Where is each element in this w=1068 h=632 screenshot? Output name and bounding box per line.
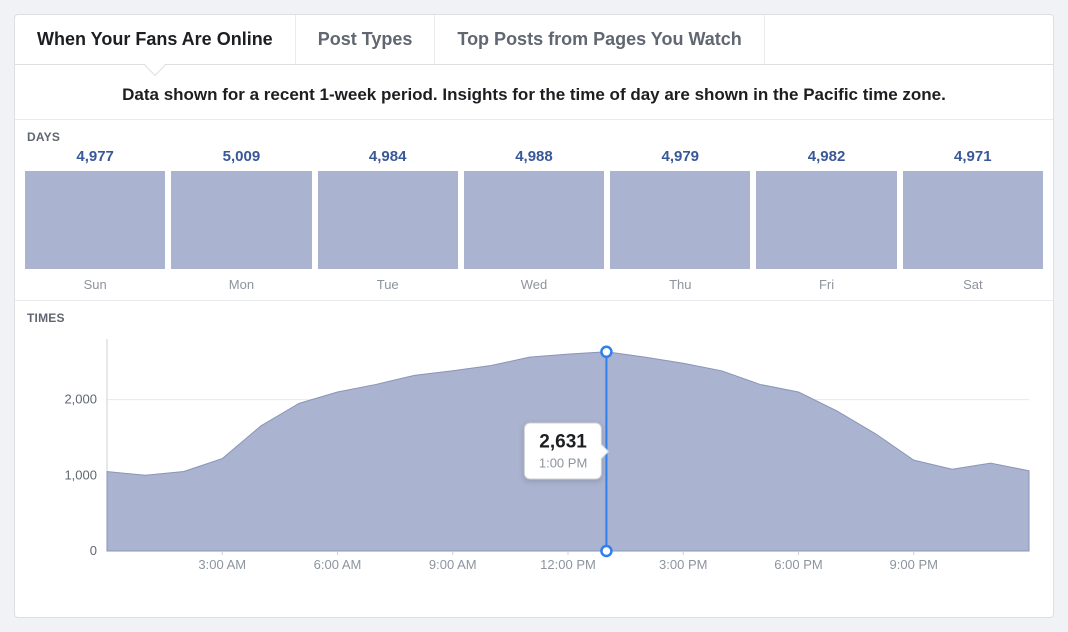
- day-column[interactable]: 5,009 Mon: [171, 148, 311, 292]
- svg-text:6:00 AM: 6:00 AM: [314, 557, 362, 572]
- day-name: Wed: [521, 277, 548, 292]
- day-value: 4,971: [954, 148, 992, 165]
- times-section: TIMES 0 1,000 2,000 3:00 AM 6:00 AM 9:00 AM 12…: [15, 301, 1053, 617]
- svg-text:3:00 AM: 3:00 AM: [198, 557, 246, 572]
- days-row: 4,977 Sun 5,009 Mon 4,984 Tue 4,988 Wed 4,979 Thu…: [15, 148, 1053, 300]
- day-column[interactable]: 4,984 Tue: [318, 148, 458, 292]
- day-value: 4,988: [515, 148, 553, 165]
- day-bar: [318, 171, 458, 269]
- day-column[interactable]: 4,988 Wed: [464, 148, 604, 292]
- insights-card: When Your Fans Are Online Post Types Top…: [14, 14, 1054, 618]
- tab-post-types[interactable]: Post Types: [296, 15, 436, 64]
- day-value: 4,984: [369, 148, 407, 165]
- day-column[interactable]: 4,971 Sat: [903, 148, 1043, 292]
- tab-label: Post Types: [318, 29, 413, 49]
- day-bar: [25, 171, 165, 269]
- day-bar: [756, 171, 896, 269]
- svg-text:9:00 PM: 9:00 PM: [890, 557, 938, 572]
- day-bar: [903, 171, 1043, 269]
- svg-text:9:00 AM: 9:00 AM: [429, 557, 477, 572]
- day-value: 4,979: [661, 148, 699, 165]
- tab-label: Top Posts from Pages You Watch: [457, 29, 741, 49]
- subtitle-text: Data shown for a recent 1-week period. I…: [15, 65, 1053, 120]
- svg-text:2,000: 2,000: [64, 392, 97, 407]
- day-column[interactable]: 4,977 Sun: [25, 148, 165, 292]
- times-label: TIMES: [15, 301, 1053, 329]
- day-value: 4,977: [76, 148, 114, 165]
- day-name: Mon: [229, 277, 254, 292]
- tabs: When Your Fans Are Online Post Types Top…: [15, 15, 1053, 65]
- day-name: Thu: [669, 277, 691, 292]
- svg-text:0: 0: [90, 543, 97, 558]
- day-bar: [610, 171, 750, 269]
- tab-top-posts[interactable]: Top Posts from Pages You Watch: [435, 15, 764, 64]
- day-bar: [171, 171, 311, 269]
- svg-text:12:00 PM: 12:00 PM: [540, 557, 596, 572]
- day-column[interactable]: 4,982 Fri: [756, 148, 896, 292]
- svg-text:6:00 PM: 6:00 PM: [774, 557, 822, 572]
- days-label: DAYS: [15, 120, 1053, 148]
- times-area-chart[interactable]: 0 1,000 2,000 3:00 AM 6:00 AM 9:00 AM 12:00 PM…: [25, 329, 1043, 615]
- day-value: 4,982: [808, 148, 846, 165]
- day-name: Sun: [84, 277, 107, 292]
- svg-text:1,000: 1,000: [64, 467, 97, 482]
- day-name: Tue: [377, 277, 399, 292]
- tab-label: When Your Fans Are Online: [37, 29, 273, 49]
- day-value: 5,009: [223, 148, 261, 165]
- day-name: Sat: [963, 277, 983, 292]
- day-bar: [464, 171, 604, 269]
- svg-text:3:00 PM: 3:00 PM: [659, 557, 707, 572]
- day-name: Fri: [819, 277, 834, 292]
- day-column[interactable]: 4,979 Thu: [610, 148, 750, 292]
- tab-when-fans-online[interactable]: When Your Fans Are Online: [15, 15, 296, 64]
